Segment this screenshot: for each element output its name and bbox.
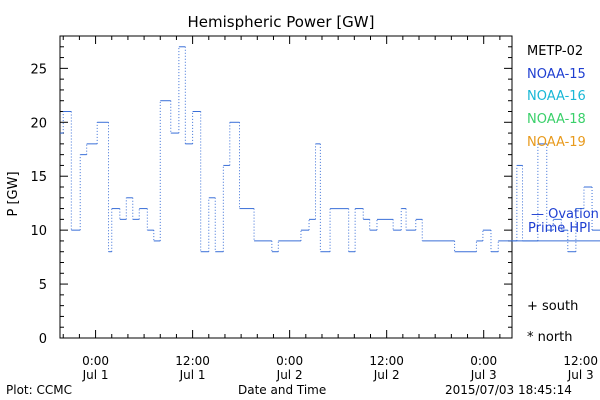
- ovation-legend: — Ovation Prime HPI: [513, 207, 599, 236]
- plot-frame: [59, 35, 513, 339]
- x-tick-time-label: 12:00: [563, 354, 598, 368]
- y-axis-label: P [GW]: [6, 171, 21, 216]
- legend-entry: NOAA-18: [527, 112, 586, 128]
- plot-area: [59, 35, 513, 339]
- legend-entry: NOAA-16: [527, 89, 586, 105]
- y-tick-label: 25: [30, 62, 47, 77]
- y-axis: 0 5 10 15 20 25: [30, 35, 512, 347]
- north-legend: * north: [527, 330, 573, 345]
- series-ovation-prime-hpi: [60, 46, 600, 253]
- x-tick-date-label: Jul 3: [567, 368, 594, 382]
- y-tick-label: 5: [39, 278, 47, 293]
- legend-entry: NOAA-19: [527, 134, 586, 150]
- y-tick-label: 20: [30, 116, 47, 131]
- x-tick-date-label: Jul 2: [276, 368, 303, 382]
- footer-timestamp: 2015/07/03 18:45:14: [445, 383, 572, 397]
- ovation-legend-line1: — Ovation: [531, 207, 599, 222]
- x-tick-date-label: Jul 1: [179, 368, 206, 382]
- ovation-legend-line2: Prime HPI: [528, 221, 591, 236]
- chart-title: Hemispheric Power [GW]: [188, 13, 375, 31]
- series-layer: [60, 46, 600, 253]
- x-tick-date-label: Jul 1: [82, 368, 109, 382]
- x-tick-time-label: 0:00: [470, 354, 497, 368]
- satellite-legend: METP-02 NOAA-15 NOAA-16 NOAA-18 NOAA-19: [527, 44, 586, 157]
- y-tick-label: 15: [30, 170, 47, 185]
- x-tick-time-label: 0:00: [82, 354, 109, 368]
- x-tick-date-label: Jul 3: [470, 368, 497, 382]
- x-tick-time-label: 12:00: [175, 354, 210, 368]
- legend: METP-02 NOAA-15 NOAA-16 NOAA-18 NOAA-19: [527, 44, 586, 157]
- x-tick-time-label: 0:00: [276, 354, 303, 368]
- footer-credit: Plot: CCMC: [6, 383, 72, 397]
- x-tick-time-label: 12:00: [369, 354, 404, 368]
- footer-axis-label: Date and Time: [238, 383, 327, 397]
- y-tick-label: 0: [39, 332, 47, 347]
- south-legend: + south: [527, 299, 579, 314]
- x-tick-date-label: Jul 2: [373, 368, 400, 382]
- y-tick-label: 10: [30, 224, 47, 239]
- legend-entry: NOAA-15: [527, 66, 586, 82]
- legend-entry: METP-02: [527, 44, 584, 59]
